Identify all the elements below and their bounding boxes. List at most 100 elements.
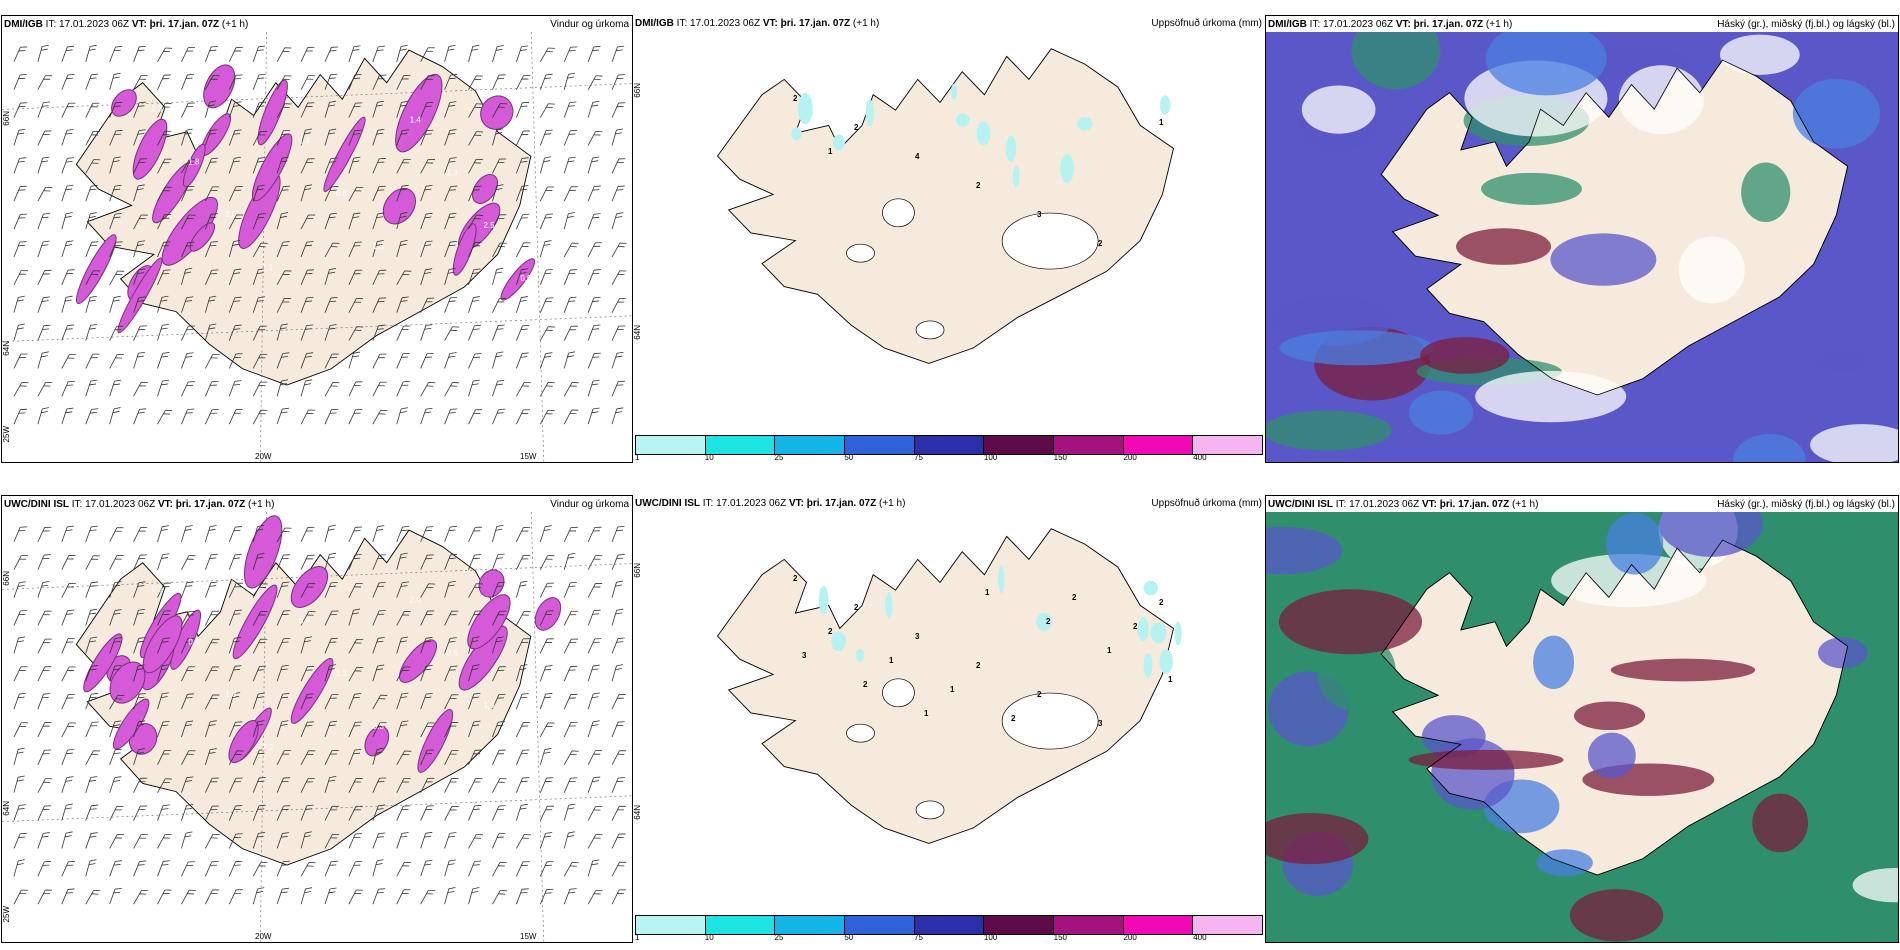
barb-flag — [451, 805, 459, 807]
barb-flag — [425, 240, 433, 243]
barb-flag — [164, 214, 172, 216]
wind-barb — [13, 636, 26, 654]
colorbar-swatch — [1193, 436, 1263, 454]
barb-staff — [420, 833, 427, 849]
barb-flag — [185, 807, 192, 810]
glacier — [882, 198, 915, 228]
barb-flag — [548, 326, 555, 328]
barb-flag — [331, 408, 339, 411]
barb-flag — [92, 353, 100, 355]
wind-barb — [348, 73, 362, 90]
barb-flag — [258, 157, 266, 159]
wind-barb — [61, 354, 77, 369]
wind-barb — [204, 581, 218, 598]
barb-flag — [257, 553, 265, 555]
precip-value-label: 2 — [1011, 714, 1016, 723]
barb-flag — [543, 243, 551, 246]
barb-staff — [157, 297, 163, 313]
colorbar-label: 25 — [774, 453, 784, 462]
barb-staff — [37, 408, 43, 425]
precip-patch — [1036, 612, 1052, 631]
barb-staff — [300, 409, 309, 425]
barb-staff — [37, 611, 46, 626]
barb-staff — [420, 638, 427, 654]
barb-flag — [592, 407, 600, 410]
barb-staff — [396, 721, 403, 738]
barb-flag — [212, 186, 220, 188]
barb-flag — [92, 102, 100, 104]
barb-flag — [353, 412, 361, 414]
barb-staff — [13, 241, 21, 258]
barb-staff — [157, 381, 163, 397]
lat-label-64: 64N — [633, 805, 642, 820]
barb-flag — [91, 73, 99, 76]
wind-barb — [181, 296, 194, 313]
lat-label-64: 64N — [2, 801, 11, 816]
wind-barb — [37, 101, 51, 118]
barb-flag — [330, 157, 338, 159]
barb-flag — [66, 776, 74, 778]
barb-flag — [41, 835, 49, 838]
barb-staff — [276, 666, 283, 682]
barb-staff — [420, 890, 429, 905]
barb-flag — [139, 45, 146, 48]
wind-barb — [563, 581, 577, 598]
barb-staff — [204, 297, 211, 313]
wind-barb — [300, 158, 315, 174]
barb-flag — [210, 748, 217, 751]
wind-barb — [37, 44, 49, 62]
wind-barb — [85, 159, 101, 174]
wind-barb — [228, 553, 242, 570]
barb-flag — [329, 267, 337, 270]
barb-flag — [617, 246, 625, 248]
barb-staff — [276, 186, 284, 202]
barb-flag — [425, 407, 433, 410]
barb-flag — [210, 642, 218, 644]
barb-flag — [328, 271, 336, 274]
barb-flag — [448, 132, 456, 135]
barb-flag — [258, 213, 266, 215]
barb-staff — [228, 186, 237, 202]
barb-staff — [324, 777, 331, 793]
wind-value-label: 1.3 — [447, 168, 459, 177]
barb-flag — [260, 638, 268, 640]
barb-flag — [449, 212, 457, 215]
barb-staff — [85, 353, 94, 369]
barb-flag — [44, 610, 52, 612]
barb-staff — [611, 806, 620, 821]
barb-staff — [348, 326, 358, 341]
barb-flag — [376, 668, 384, 671]
barb-flag — [353, 273, 361, 275]
barb-flag — [89, 585, 97, 587]
barb-staff — [181, 721, 187, 738]
wind-barb — [563, 296, 577, 313]
barb-staff — [468, 861, 475, 877]
barb-staff — [204, 186, 213, 202]
barb-staff — [420, 805, 428, 821]
lon-label-25: 25W — [2, 906, 11, 923]
barb-staff — [157, 750, 165, 765]
precip-value-label: 1 — [889, 656, 894, 665]
barb-staff — [587, 186, 595, 202]
wind-barb — [133, 351, 146, 369]
barb-flag — [591, 104, 599, 107]
barb-flag — [451, 778, 459, 779]
barb-flag — [498, 781, 505, 783]
barb-flag — [450, 185, 458, 187]
barb-staff — [587, 102, 594, 118]
barb-flag — [545, 665, 553, 667]
barb-flag — [616, 106, 624, 108]
barb-staff — [420, 382, 429, 397]
barb-flag — [113, 216, 121, 219]
barb-flag — [473, 692, 481, 695]
barb-flag — [617, 865, 625, 867]
barb-flag — [259, 749, 267, 751]
barb-staff — [516, 130, 524, 146]
barb-flag — [91, 665, 98, 667]
barb-staff — [324, 861, 332, 877]
barb-staff — [276, 554, 284, 570]
barb-flag — [186, 669, 194, 671]
barb-staff — [85, 270, 94, 286]
wind-barb — [157, 889, 172, 905]
barb-flag — [281, 244, 289, 247]
